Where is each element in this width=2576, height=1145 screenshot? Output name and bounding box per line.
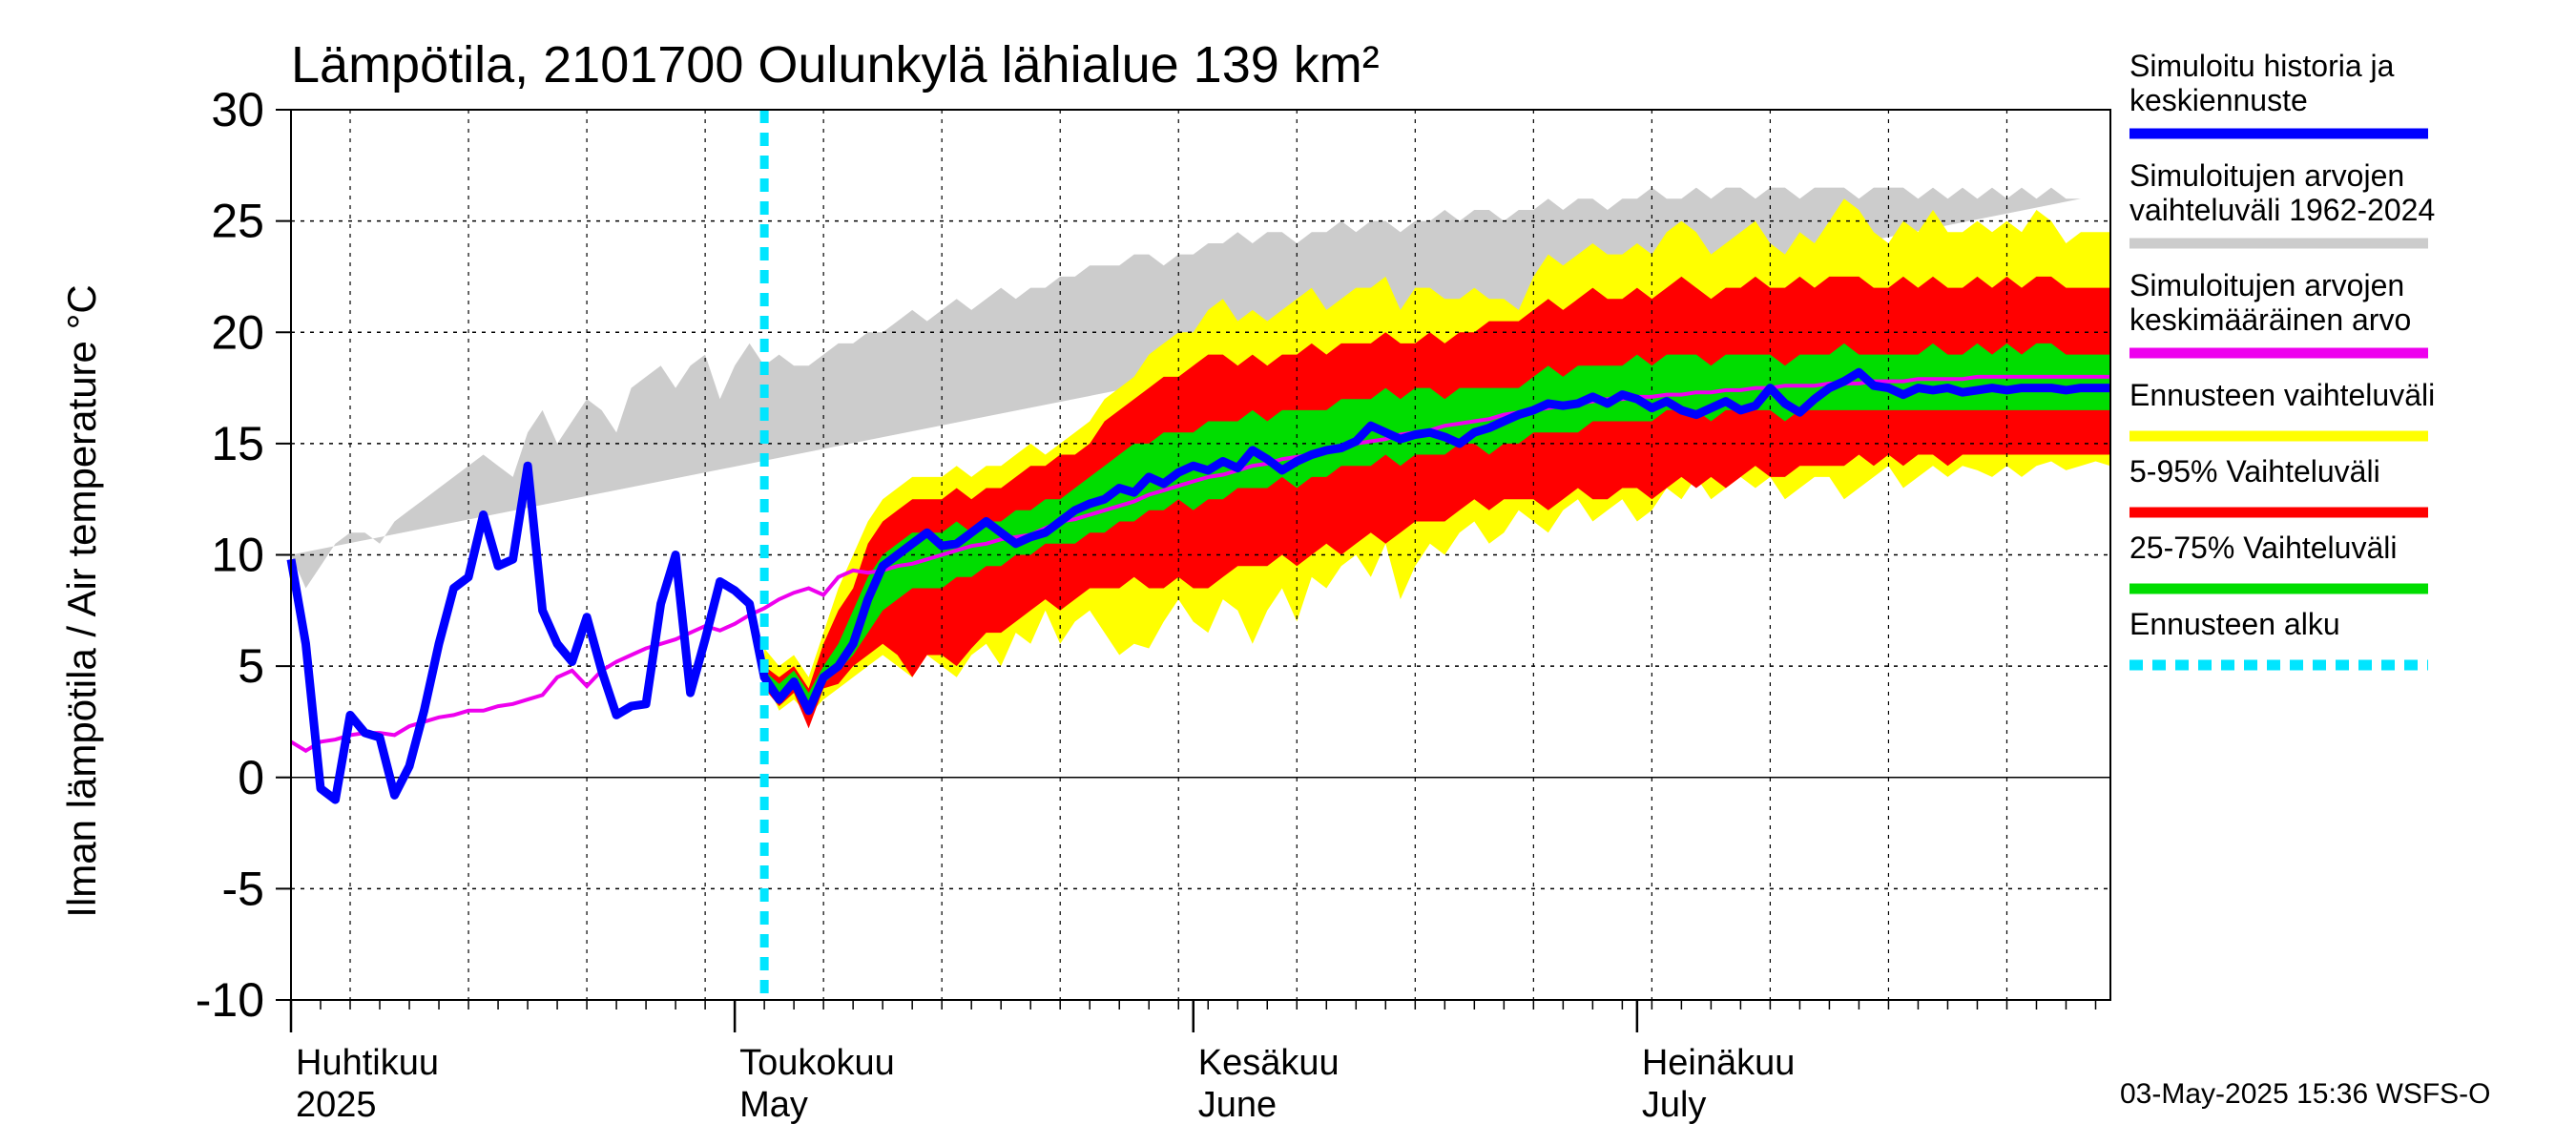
legend-label: 25-75% Vaihteluväli [2129,531,2397,565]
climate-mean-line [289,374,2110,754]
legend-label-sub: vaihteluväli 1962-2024 [2129,193,2435,227]
legend-label-sub: keskimääräinen arvo [2129,302,2411,337]
history-median-line [286,367,2110,804]
y-tick-label: 20 [211,305,264,359]
month-label-sub: July [1642,1085,1707,1125]
legend-entry: Ennusteen vaihteluväli [2129,378,2435,442]
p25-75-band [764,343,2110,711]
legend-label: Ennusteen alku [2129,607,2340,641]
y-tick-label: 25 [211,195,264,248]
y-tick-label: -5 [222,862,264,915]
y-tick-label: 0 [238,751,264,804]
month-label-sub: 2025 [296,1085,377,1125]
y-axis: 30 25 20 15 10 5 0 -5 -10 [196,83,291,1027]
legend-entry: Ennusteen alku [2129,607,2428,671]
plot-area [286,109,2111,1001]
footer-timestamp: 03-May-2025 15:36 WSFS-O [2120,1078,2491,1110]
month-label-sub: June [1198,1085,1277,1125]
y-axis-label: Ilman lämpötila / Air temperature °C [59,284,104,917]
legend: Simuloitu historia jakeskiennusteSimuloi… [2129,49,2435,671]
month-label: Huhtikuu [296,1043,439,1083]
legend-entry: 25-75% Vaihteluväli [2129,531,2428,594]
y-tick-label: 15 [211,417,264,470]
legend-entry: 5-95% Vaihteluväli [2129,454,2428,518]
month-label-sub: May [739,1085,808,1125]
y-tick-label: 5 [238,639,264,693]
legend-label: Ennusteen vaihteluväli [2129,378,2435,412]
month-label: Heinäkuu [1642,1043,1796,1083]
y-tick-label: 10 [211,529,264,582]
legend-label-sub: keskiennuste [2129,83,2308,117]
legend-label: Simuloitujen arvojen [2129,158,2404,193]
legend-label: Simuloitujen arvojen [2129,268,2404,302]
y-tick-label: -10 [196,973,264,1027]
legend-label: 5-95% Vaihteluväli [2129,454,2380,489]
y-tick-label: 30 [211,83,264,136]
legend-label: Simuloitu historia ja [2129,49,2395,83]
month-label: Kesäkuu [1198,1043,1340,1083]
chart-title: Lämpötila, 2101700 Oulunkylä lähialue 13… [291,36,1380,94]
month-label: Toukokuu [739,1043,895,1083]
